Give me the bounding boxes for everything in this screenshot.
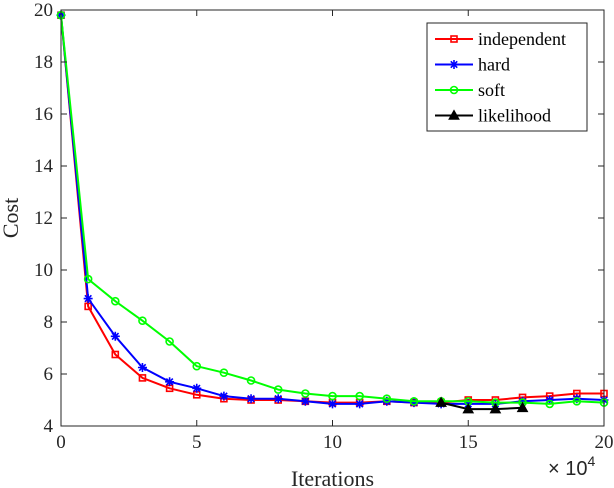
data-point-soft	[328, 391, 337, 401]
x-multiplier-exponent: 4	[587, 453, 595, 469]
legend-marker	[448, 109, 460, 120]
data-point-likelihood	[489, 402, 502, 414]
legend-marker	[450, 35, 458, 43]
y-tick-label: 4	[44, 416, 54, 437]
data-point-hard	[518, 396, 528, 406]
series-likelihood	[435, 396, 529, 414]
data-point-hard	[409, 398, 419, 408]
x-tick-label: 15	[459, 432, 478, 453]
data-point-soft	[382, 394, 392, 404]
data-point-likelihood	[435, 396, 447, 407]
y-tick-label: 12	[34, 208, 53, 229]
data-point-hard	[300, 396, 310, 406]
data-point-soft	[545, 399, 555, 409]
legend: independent hard soft likelihood	[426, 22, 588, 132]
series-soft	[56, 10, 609, 409]
legend-marker	[449, 60, 459, 69]
data-point-independent	[138, 374, 147, 382]
legend-label: independent	[478, 29, 566, 49]
data-point-independent	[111, 350, 120, 359]
data-point-soft	[301, 389, 310, 398]
data-point-soft	[192, 361, 202, 371]
data-point-hard	[219, 391, 229, 401]
y-tick-label: 14	[34, 156, 54, 177]
data-point-hard	[192, 383, 202, 393]
data-point-hard	[246, 394, 256, 404]
x-tick-label: 0	[56, 432, 66, 453]
x-axis-label: Iterations	[291, 466, 374, 488]
data-point-soft	[572, 396, 582, 406]
data-point-soft	[409, 396, 419, 406]
y-axis-label: Cost	[0, 198, 23, 238]
y-tick-label: 16	[34, 104, 53, 125]
data-point-soft	[111, 296, 120, 306]
y-tick-label: 10	[34, 260, 53, 281]
data-point-hard	[137, 363, 147, 372]
data-point-likelihood	[516, 401, 529, 413]
x-tick-label: 5	[192, 432, 202, 453]
data-point-soft	[219, 368, 229, 378]
y-tick-label: 8	[44, 312, 54, 333]
x-axis-multiplier: × 104	[548, 453, 595, 480]
legend-item-likelihood: likelihood	[435, 106, 551, 126]
legend-item-soft: soft	[435, 80, 505, 100]
data-point-independent	[84, 302, 92, 311]
data-point-soft	[165, 337, 174, 346]
legend-label: soft	[478, 80, 505, 100]
data-point-soft	[355, 391, 364, 401]
legend-label: hard	[478, 55, 510, 75]
y-tick-label: 20	[34, 0, 53, 21]
legend-label: likelihood	[478, 106, 551, 126]
data-point-likelihood	[462, 402, 475, 414]
data-point-hard	[328, 399, 337, 409]
series-line-soft	[60, 15, 605, 405]
legend-item-independent: independent	[435, 29, 566, 49]
data-point-hard	[83, 294, 93, 304]
data-point-hard	[273, 394, 283, 404]
data-point-hard	[165, 377, 175, 387]
x-tick-label: 10	[323, 432, 342, 453]
data-point-soft	[273, 385, 283, 394]
series-line-likelihood	[440, 401, 523, 411]
y-tick-label: 18	[34, 52, 53, 73]
x-multiplier-base: × 10	[548, 458, 587, 480]
data-point-soft	[246, 376, 256, 385]
axes: 0 5 10 15 20 4 6 8 10 12 14 16 18 20	[34, 0, 614, 453]
data-point-soft	[83, 274, 93, 284]
legend-item-hard: hard	[435, 55, 510, 75]
data-point-hard	[382, 396, 392, 406]
data-point-hard	[110, 331, 120, 341]
data-point-soft	[138, 316, 147, 326]
data-point-hard	[355, 399, 365, 409]
data-point-hard	[572, 394, 582, 404]
x-tick-label: 20	[595, 432, 614, 453]
series-layer	[56, 10, 609, 414]
legend-marker	[449, 85, 459, 95]
y-tick-label: 6	[44, 364, 54, 385]
